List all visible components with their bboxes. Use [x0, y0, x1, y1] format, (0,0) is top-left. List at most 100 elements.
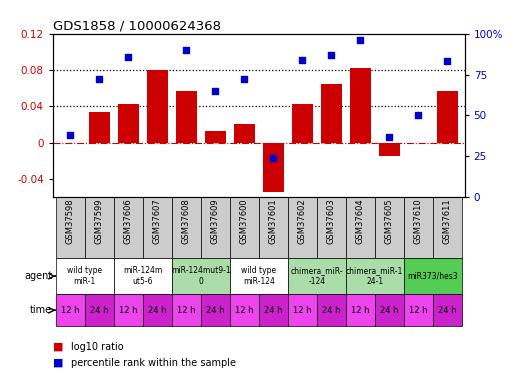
- FancyBboxPatch shape: [143, 197, 172, 258]
- Text: 24 h: 24 h: [264, 306, 282, 315]
- Bar: [89, 112, 110, 142]
- FancyBboxPatch shape: [288, 294, 317, 326]
- Point: [124, 54, 133, 60]
- Point: [327, 52, 335, 58]
- Point: [269, 155, 277, 161]
- FancyBboxPatch shape: [375, 197, 404, 258]
- Point: [240, 76, 249, 82]
- Bar: [234, 124, 254, 142]
- FancyBboxPatch shape: [143, 294, 172, 326]
- Text: agent: agent: [24, 271, 52, 281]
- Text: 12 h: 12 h: [119, 306, 137, 315]
- Text: miR-124m
ut5-6: miR-124m ut5-6: [123, 267, 162, 286]
- Text: GSM37605: GSM37605: [385, 199, 394, 244]
- Text: time: time: [30, 305, 52, 315]
- Text: 12 h: 12 h: [235, 306, 253, 315]
- FancyBboxPatch shape: [172, 294, 201, 326]
- FancyBboxPatch shape: [259, 197, 288, 258]
- FancyBboxPatch shape: [55, 294, 84, 326]
- Text: GSM37598: GSM37598: [65, 199, 74, 244]
- Point: [211, 88, 220, 94]
- Bar: [379, 142, 400, 156]
- Point: [298, 57, 306, 63]
- FancyBboxPatch shape: [346, 294, 375, 326]
- Bar: [437, 91, 458, 142]
- Text: ■: ■: [53, 358, 63, 368]
- FancyBboxPatch shape: [201, 294, 230, 326]
- Text: 12 h: 12 h: [409, 306, 428, 315]
- Text: GSM37607: GSM37607: [153, 199, 162, 244]
- FancyBboxPatch shape: [288, 197, 317, 258]
- FancyBboxPatch shape: [172, 258, 230, 294]
- Point: [66, 132, 74, 138]
- Text: GSM37604: GSM37604: [356, 199, 365, 244]
- Text: GSM37600: GSM37600: [240, 199, 249, 244]
- FancyBboxPatch shape: [259, 294, 288, 326]
- Point: [356, 37, 364, 43]
- Bar: [292, 104, 313, 142]
- Text: miR373/hes3: miR373/hes3: [408, 272, 458, 280]
- Point: [385, 134, 393, 140]
- Text: GSM37606: GSM37606: [124, 199, 133, 244]
- Text: GSM37603: GSM37603: [327, 199, 336, 244]
- Text: 24 h: 24 h: [380, 306, 399, 315]
- Point: [182, 47, 191, 53]
- Text: 12 h: 12 h: [293, 306, 312, 315]
- Text: ■: ■: [53, 342, 63, 352]
- FancyBboxPatch shape: [114, 294, 143, 326]
- FancyBboxPatch shape: [404, 258, 462, 294]
- FancyBboxPatch shape: [114, 197, 143, 258]
- FancyBboxPatch shape: [433, 294, 462, 326]
- Text: log10 ratio: log10 ratio: [71, 342, 124, 352]
- FancyBboxPatch shape: [346, 258, 404, 294]
- Bar: [176, 91, 196, 142]
- Text: 24 h: 24 h: [90, 306, 108, 315]
- Text: 12 h: 12 h: [351, 306, 370, 315]
- FancyBboxPatch shape: [375, 294, 404, 326]
- FancyBboxPatch shape: [230, 197, 259, 258]
- FancyBboxPatch shape: [433, 197, 462, 258]
- Text: GSM37602: GSM37602: [298, 199, 307, 244]
- FancyBboxPatch shape: [201, 197, 230, 258]
- Text: 24 h: 24 h: [206, 306, 224, 315]
- Bar: [263, 142, 284, 192]
- FancyBboxPatch shape: [317, 294, 346, 326]
- FancyBboxPatch shape: [230, 294, 259, 326]
- Text: chimera_miR-1
24-1: chimera_miR-1 24-1: [346, 267, 403, 286]
- Text: GSM37608: GSM37608: [182, 199, 191, 244]
- FancyBboxPatch shape: [346, 197, 375, 258]
- FancyBboxPatch shape: [404, 294, 433, 326]
- Text: miR-124mut9-1
0: miR-124mut9-1 0: [171, 267, 231, 286]
- Text: wild type
miR-124: wild type miR-124: [241, 267, 276, 286]
- Bar: [205, 131, 225, 142]
- FancyBboxPatch shape: [317, 197, 346, 258]
- Text: percentile rank within the sample: percentile rank within the sample: [71, 358, 237, 368]
- Bar: [350, 68, 371, 142]
- Text: GSM37610: GSM37610: [414, 199, 423, 244]
- FancyBboxPatch shape: [404, 197, 433, 258]
- Text: 12 h: 12 h: [61, 306, 79, 315]
- Text: chimera_miR-
-124: chimera_miR- -124: [290, 267, 343, 286]
- Text: wild type
miR-1: wild type miR-1: [67, 267, 102, 286]
- Text: 12 h: 12 h: [177, 306, 195, 315]
- Point: [414, 112, 422, 118]
- FancyBboxPatch shape: [230, 258, 288, 294]
- FancyBboxPatch shape: [55, 197, 84, 258]
- Text: 24 h: 24 h: [438, 306, 457, 315]
- FancyBboxPatch shape: [84, 294, 114, 326]
- Text: GSM37611: GSM37611: [443, 199, 452, 244]
- Text: 24 h: 24 h: [322, 306, 341, 315]
- Point: [95, 76, 103, 82]
- Point: [443, 58, 451, 64]
- Text: 24 h: 24 h: [148, 306, 166, 315]
- FancyBboxPatch shape: [114, 258, 172, 294]
- FancyBboxPatch shape: [84, 197, 114, 258]
- Text: GSM37601: GSM37601: [269, 199, 278, 244]
- Text: GSM37609: GSM37609: [211, 199, 220, 244]
- Text: GDS1858 / 10000624368: GDS1858 / 10000624368: [53, 20, 221, 33]
- Text: GSM37599: GSM37599: [95, 199, 103, 244]
- Bar: [118, 104, 139, 142]
- Bar: [147, 70, 168, 142]
- FancyBboxPatch shape: [288, 258, 346, 294]
- Bar: [321, 84, 342, 142]
